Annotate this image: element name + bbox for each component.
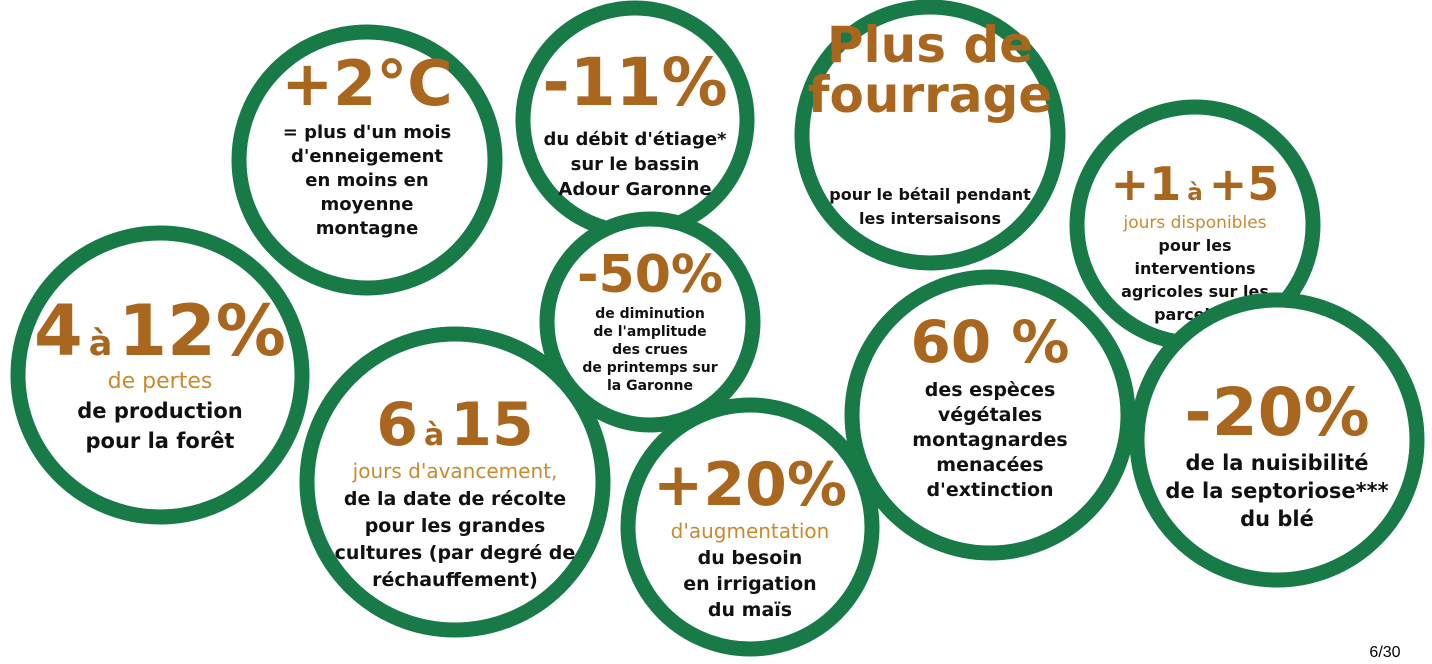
headline-part: -50% <box>577 245 723 305</box>
circles: +2°C= plus d'un mois d'enneigement en moin… <box>10 0 1425 657</box>
body-line: interventions <box>1135 259 1256 278</box>
body-line: la Garonne <box>607 378 693 394</box>
body-line: = plus d'un mois <box>283 122 452 143</box>
body-line: montagnardes <box>912 429 1067 451</box>
body-line: les intersaisons <box>859 209 1001 228</box>
body-line: montagne <box>316 218 419 239</box>
headline-part: +2°C <box>281 47 453 120</box>
headline: fourrage <box>808 66 1052 124</box>
body-line: des crues <box>612 342 688 358</box>
body-line: de printemps sur <box>582 360 717 376</box>
body-line: de l'amplitude <box>593 324 706 340</box>
body-line: agricoles sur les <box>1121 282 1269 301</box>
body-line: pour les grandes <box>365 515 546 537</box>
body-line: du besoin <box>698 547 803 569</box>
highlight: de pertes <box>108 369 213 394</box>
headline-part: 4 <box>34 290 83 372</box>
body-line: réchauffement) <box>372 569 538 591</box>
body-line: menacées <box>936 454 1043 476</box>
fact-circle: 60 % des espèces végétales montagnardes mena… <box>844 269 1136 561</box>
headline: -20% <box>1184 374 1369 451</box>
body-line: pour le bétail pendant <box>829 185 1031 204</box>
fact-circle: 4 à12%de pertes de production pour la forêt <box>10 225 310 525</box>
body-line: sur le bassin <box>571 154 700 175</box>
body-line: d'enneigement <box>291 146 443 167</box>
highlight: jours d'avancement, <box>352 459 558 483</box>
ring <box>844 269 1136 561</box>
ring <box>231 24 503 296</box>
headline-part: 12% <box>118 290 286 372</box>
fact-circle: -11% du débit d'étiage* sur le bassin Adour… <box>515 0 755 240</box>
body-line: végétales <box>938 404 1042 426</box>
body-line: de production <box>77 399 242 423</box>
fact-circle: +2°C= plus d'un mois d'enneigement en moin… <box>231 24 503 296</box>
ring <box>539 211 761 433</box>
headline-part: -20% <box>1184 374 1369 451</box>
body-line: en moins en <box>305 170 428 191</box>
body-line: Adour Garonne <box>558 179 711 200</box>
headline-joiner: à <box>89 324 113 364</box>
body-line: de la nuisibilité <box>1186 451 1369 475</box>
headline-joiner: à <box>424 418 444 453</box>
headline: +1 à +5 <box>1111 157 1280 211</box>
body-line: du maïs <box>708 599 792 621</box>
headline-part: -11% <box>542 44 727 121</box>
fact-circle: -20%de la nuisibilité de la septoriose***… <box>1129 292 1425 588</box>
headline-part: +1 <box>1111 157 1182 211</box>
body-line: pour les <box>1158 236 1231 255</box>
ring <box>10 225 310 525</box>
body-line: d'extinction <box>926 479 1053 501</box>
body-line: moyenne <box>321 194 414 215</box>
body-line: de la septoriose*** <box>1165 479 1388 503</box>
headline-part: +20% <box>653 450 847 520</box>
page-number: 6/30 <box>1369 644 1400 661</box>
headline: 6 à 15 <box>376 390 534 460</box>
headline: Plus de <box>827 16 1033 74</box>
headline-part: +5 <box>1209 157 1280 211</box>
headline: -11% <box>542 44 727 121</box>
headline-part: 15 <box>450 390 534 460</box>
body-line: du débit d'étiage* <box>543 129 727 150</box>
body-line: de diminution <box>595 306 705 322</box>
highlight: d'augmentation <box>671 519 830 543</box>
ring <box>794 0 1066 271</box>
headline: +2°C <box>281 47 453 120</box>
headline: 4 à12% <box>34 290 286 372</box>
ring <box>299 326 611 638</box>
body-line: du blé <box>1240 507 1314 531</box>
highlight: jours disponibles <box>1122 213 1266 233</box>
ring <box>1129 292 1425 588</box>
body-line: en irrigation <box>683 573 816 595</box>
headline-part: 6 <box>376 390 418 460</box>
headline: +20% <box>653 450 847 520</box>
body-line: cultures (par degré de <box>335 542 576 564</box>
headline: 60 % <box>910 308 1069 376</box>
body-line: de la date de récolte <box>344 488 566 510</box>
ring <box>620 397 880 657</box>
fact-circle: -50%de diminution de l'amplitude des crues… <box>539 211 761 433</box>
body-line: des espèces <box>925 379 1056 401</box>
headline-part: 60 % <box>910 308 1069 376</box>
headline-joiner: à <box>1187 180 1203 206</box>
headline: -50% <box>577 245 723 305</box>
body-line: pour la forêt <box>86 429 235 453</box>
fact-circle: +20%d'augmentation du besoin en irrigation… <box>620 397 880 657</box>
